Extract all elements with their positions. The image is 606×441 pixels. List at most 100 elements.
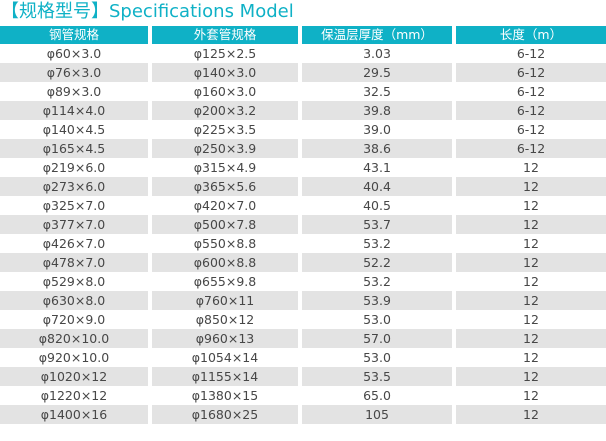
table-row: φ1220×12 φ1380×15 65.0 12 xyxy=(0,386,606,405)
table-cell: φ1155×14 xyxy=(152,367,298,386)
table-cell: 6-12 xyxy=(456,44,606,63)
table-cell: φ720×9.0 xyxy=(0,310,148,329)
table-cell: 12 xyxy=(456,329,606,348)
table-cell: 6-12 xyxy=(456,82,606,101)
table-cell: 53.2 xyxy=(302,234,452,253)
table-cell: 38.6 xyxy=(302,139,452,158)
table-cell: 53.5 xyxy=(302,367,452,386)
table-cell: φ1020×12 xyxy=(0,367,148,386)
table-row: φ273×6.0 φ365×5.6 40.4 12 xyxy=(0,177,606,196)
table-cell: 52.2 xyxy=(302,253,452,272)
table-row: φ720×9.0 φ850×12 53.0 12 xyxy=(0,310,606,329)
table-cell: φ960×13 xyxy=(152,329,298,348)
table-cell: φ478×7.0 xyxy=(0,253,148,272)
table-cell: φ89×3.0 xyxy=(0,82,148,101)
table-cell: 12 xyxy=(456,158,606,177)
table-cell: φ920×10.0 xyxy=(0,348,148,367)
table-cell: 12 xyxy=(456,215,606,234)
table-cell: 57.0 xyxy=(302,329,452,348)
table-cell: 29.5 xyxy=(302,63,452,82)
table-cell: φ1220×12 xyxy=(0,386,148,405)
table-cell: 39.8 xyxy=(302,101,452,120)
table-row: φ426×7.0 φ550×8.8 53.2 12 xyxy=(0,234,606,253)
table-body: φ60×3.0 φ125×2.5 3.03 6-12 φ76×3.0 φ140×3.0 29… xyxy=(0,44,606,424)
table-cell: φ140×3.0 xyxy=(152,63,298,82)
table-cell: φ60×3.0 xyxy=(0,44,148,63)
table-cell: 53.0 xyxy=(302,310,452,329)
table-row: φ377×7.0 φ500×7.8 53.7 12 xyxy=(0,215,606,234)
table-row: φ529×8.0 φ655×9.8 53.2 12 xyxy=(0,272,606,291)
table-cell: 6-12 xyxy=(456,120,606,139)
table-cell: 32.5 xyxy=(302,82,452,101)
table-row: φ76×3.0 φ140×3.0 29.5 6-12 xyxy=(0,63,606,82)
table-row: φ630×8.0 φ760×11 53.9 12 xyxy=(0,291,606,310)
table-header-row: 钢管规格 外套管规格 保温层厚度（mm） 长度（m） xyxy=(0,26,606,44)
table-cell: φ1400×16 xyxy=(0,405,148,424)
table-cell: 53.2 xyxy=(302,272,452,291)
table-cell: φ273×6.0 xyxy=(0,177,148,196)
table-cell: φ114×4.0 xyxy=(0,101,148,120)
table-cell: 6-12 xyxy=(456,63,606,82)
table-row: φ114×4.0 φ200×3.2 39.8 6-12 xyxy=(0,101,606,120)
table-cell: 12 xyxy=(456,234,606,253)
table-row: φ165×4.5 φ250×3.9 38.6 6-12 xyxy=(0,139,606,158)
table-cell: φ1380×15 xyxy=(152,386,298,405)
table-cell: φ365×5.6 xyxy=(152,177,298,196)
table-cell: 12 xyxy=(456,367,606,386)
table-cell: 40.4 xyxy=(302,177,452,196)
table-cell: φ1054×14 xyxy=(152,348,298,367)
table-cell: 12 xyxy=(456,272,606,291)
table-row: φ60×3.0 φ125×2.5 3.03 6-12 xyxy=(0,44,606,63)
table-cell: φ125×2.5 xyxy=(152,44,298,63)
table-cell: 43.1 xyxy=(302,158,452,177)
column-header-length: 长度（m） xyxy=(456,26,606,44)
table-cell: φ426×7.0 xyxy=(0,234,148,253)
table-cell: φ165×4.5 xyxy=(0,139,148,158)
table-row: φ820×10.0 φ960×13 57.0 12 xyxy=(0,329,606,348)
table-cell: φ760×11 xyxy=(152,291,298,310)
table-cell: φ315×4.9 xyxy=(152,158,298,177)
table-cell: φ76×3.0 xyxy=(0,63,148,82)
table-cell: φ500×7.8 xyxy=(152,215,298,234)
table-cell: 53.0 xyxy=(302,348,452,367)
table-row: φ140×4.5 φ225×3.5 39.0 6-12 xyxy=(0,120,606,139)
table-cell: φ820×10.0 xyxy=(0,329,148,348)
table-cell: 105 xyxy=(302,405,452,424)
column-header-steel-pipe-spec: 钢管规格 xyxy=(0,26,148,44)
table-cell: 6-12 xyxy=(456,139,606,158)
table-cell: 53.9 xyxy=(302,291,452,310)
table-row: φ325×7.0 φ420×7.0 40.5 12 xyxy=(0,196,606,215)
table-cell: 12 xyxy=(456,348,606,367)
table-cell: 12 xyxy=(456,196,606,215)
table-cell: φ550×8.8 xyxy=(152,234,298,253)
table-cell: φ325×7.0 xyxy=(0,196,148,215)
table-cell: 40.5 xyxy=(302,196,452,215)
table-cell: φ160×3.0 xyxy=(152,82,298,101)
table-row: φ1020×12 φ1155×14 53.5 12 xyxy=(0,367,606,386)
table-cell: 12 xyxy=(456,310,606,329)
table-cell: φ630×8.0 xyxy=(0,291,148,310)
table-cell: 12 xyxy=(456,405,606,424)
table-cell: φ140×4.5 xyxy=(0,120,148,139)
table-row: φ219×6.0 φ315×4.9 43.1 12 xyxy=(0,158,606,177)
table-row: φ1400×16 φ1680×25 105 12 xyxy=(0,405,606,424)
table-row: φ920×10.0 φ1054×14 53.0 12 xyxy=(0,348,606,367)
table-cell: φ529×8.0 xyxy=(0,272,148,291)
table-cell: 65.0 xyxy=(302,386,452,405)
table-cell: 39.0 xyxy=(302,120,452,139)
table-cell: 12 xyxy=(456,253,606,272)
table-cell: φ850×12 xyxy=(152,310,298,329)
column-header-outer-casing-spec: 外套管规格 xyxy=(152,26,298,44)
table-cell: φ655×9.8 xyxy=(152,272,298,291)
table-cell: 12 xyxy=(456,386,606,405)
table-cell: 3.03 xyxy=(302,44,452,63)
table-cell: φ200×3.2 xyxy=(152,101,298,120)
column-header-insulation-thickness: 保温层厚度（mm） xyxy=(302,26,452,44)
table-cell: φ225×3.5 xyxy=(152,120,298,139)
table-cell: φ600×8.8 xyxy=(152,253,298,272)
table-cell: 12 xyxy=(456,291,606,310)
specifications-page: 【规格型号】Specifications Model 钢管规格 外套管规格 保温… xyxy=(0,1,606,424)
table-cell: φ420×7.0 xyxy=(152,196,298,215)
table-row: φ89×3.0 φ160×3.0 32.5 6-12 xyxy=(0,82,606,101)
table-cell: φ250×3.9 xyxy=(152,139,298,158)
